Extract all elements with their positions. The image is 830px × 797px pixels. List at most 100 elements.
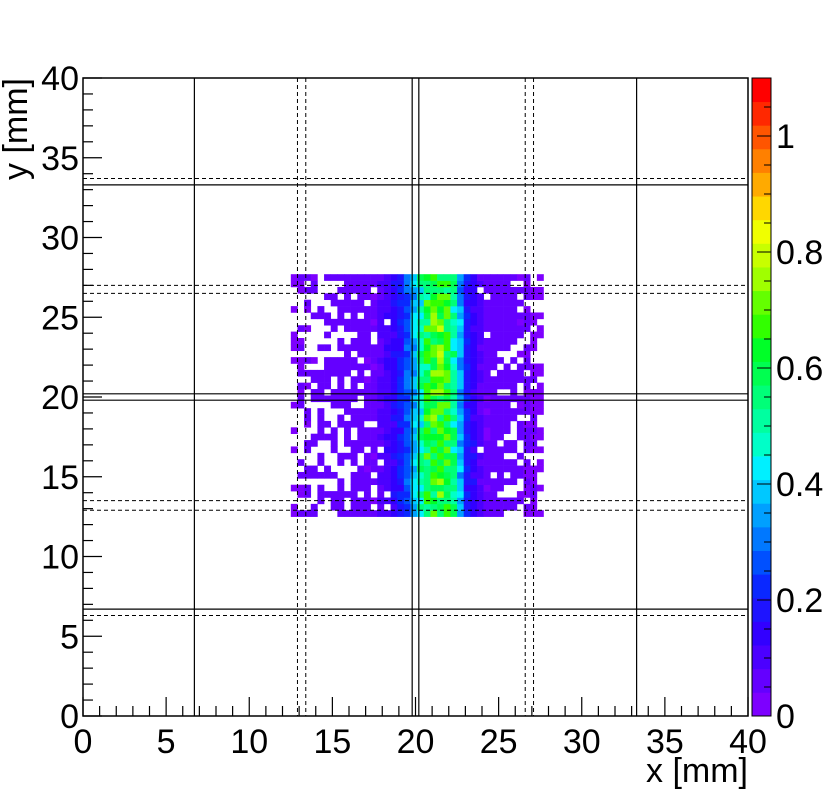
heatmap-cell [403,325,411,332]
colorbar-segment [752,290,771,315]
heatmap-cell [437,389,445,396]
x-tick-label: 35 [646,723,684,761]
heatmap-cell [383,376,391,383]
heatmap-cell [377,491,385,498]
heatmap-cell [450,459,458,466]
heatmap-cell [430,459,438,466]
heatmap-cell [483,344,491,352]
heatmap-cell [403,484,411,492]
heatmap-cell [363,408,371,415]
heatmap-cell [496,395,504,403]
heatmap-cell [377,286,385,294]
heatmap-cell [310,376,318,383]
heatmap-cell [383,389,391,396]
heatmap-cell [370,478,378,486]
heatmap-cell [417,465,425,473]
heatmap-cell [457,440,465,447]
heatmap-cell [337,369,345,377]
heatmap-cell [330,497,338,505]
heatmap-cell [510,325,518,332]
heatmap-cell [457,427,465,434]
heatmap-cell [483,274,491,281]
heatmap-cell [536,312,544,320]
heatmap-cell [483,363,491,371]
heatmap-cell [516,395,524,403]
heatmap-cell [430,382,438,390]
heatmap-cell [377,344,385,352]
heatmap-cell [304,420,312,428]
heatmap-cell [330,389,338,396]
heatmap-cell [410,337,418,345]
heatmap-cell [310,395,318,403]
heatmap-cell [503,427,511,434]
heatmap-cell [450,350,458,358]
heatmap-cell [357,318,365,326]
heatmap-cell [437,293,445,301]
heatmap-cell [370,376,378,383]
heatmap-cell [363,376,371,383]
heatmap-cell [423,471,431,479]
heatmap-cell [443,414,451,422]
heatmap-cell [423,433,431,441]
heatmap-cell [463,382,471,390]
heatmap-cell [523,363,531,371]
heatmap-cell [397,420,405,428]
heatmap-cell [510,465,518,473]
heatmap-cell [417,408,425,415]
heatmap-cell [463,274,471,281]
heatmap-cell [410,286,418,294]
heatmap-cell [510,331,518,339]
heatmap-cell [523,293,531,301]
heatmap-cell [450,376,458,383]
heatmap-cell [363,344,371,352]
heatmap-cell [490,465,498,473]
heatmap-cell [443,344,451,352]
heatmap-cell [463,471,471,479]
heatmap-cell [423,446,431,454]
heatmap-cell [483,395,491,403]
heatmap-cell [330,395,338,403]
heatmap-cell [443,389,451,396]
heatmap-cell [297,484,305,492]
colorbar-segment [752,668,771,693]
heatmap-cell [530,465,538,473]
heatmap-cell [383,337,391,345]
heatmap-cell [430,401,438,409]
heatmap-cell [390,274,398,281]
heatmap-cell [470,401,478,409]
heatmap-cell [337,299,345,307]
heatmap-cell [337,389,345,396]
heatmap-cell [363,337,371,345]
heatmap-cell [383,478,391,486]
heatmap-cell [423,420,431,428]
heatmap-cell [310,274,318,281]
heatmap-cell [310,389,318,396]
heatmap-cell [477,331,484,339]
heatmap-cell [503,363,511,371]
heatmap-cell [390,312,398,320]
heatmap-cell [536,510,544,517]
heatmap-cell [536,293,544,301]
heatmap-cell [337,401,345,409]
heatmap-cell [503,408,511,415]
heatmap-cell [463,478,471,486]
heatmap-cell [430,350,438,358]
heatmap-cell [423,503,431,511]
heatmap-cell [483,459,491,466]
heatmap-cell [477,357,484,364]
heatmap-cell [510,471,518,479]
heatmap-cell [490,389,498,396]
heatmap-cell [370,306,378,313]
heatmap-cell [403,478,411,486]
heatmap-cell [357,414,365,422]
heatmap-cell [530,401,538,409]
heatmap-cell [417,452,425,460]
heatmap-cell [450,369,458,377]
heatmap-cell [503,280,511,288]
heatmap-cell [417,491,425,498]
heatmap-cell [390,299,398,307]
heatmap-cell [496,357,504,364]
heatmap-cell [350,280,358,288]
heatmap-cell [503,465,511,473]
colorbar-segment [752,692,771,717]
